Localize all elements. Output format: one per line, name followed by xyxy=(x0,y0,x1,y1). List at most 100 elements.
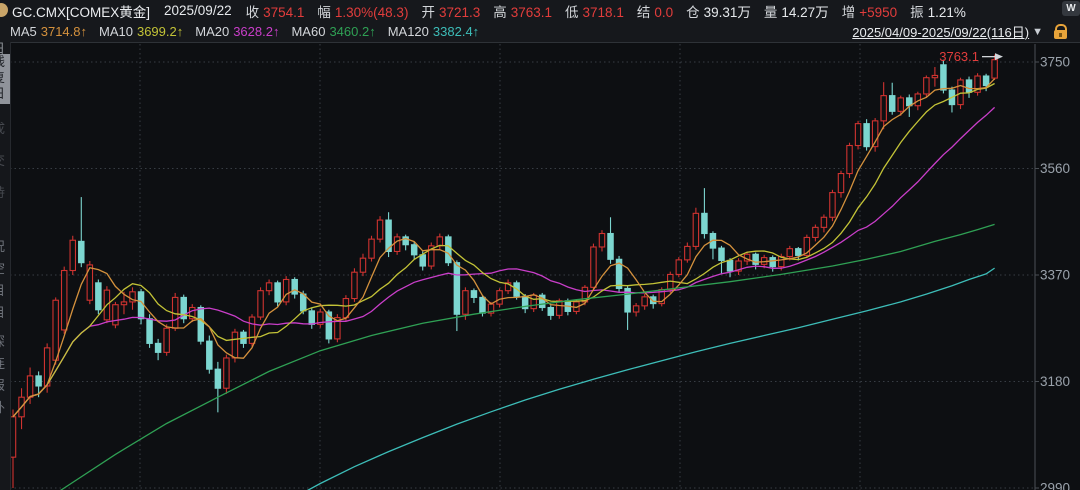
sidebar-item[interactable]: 空 xyxy=(0,262,10,276)
candle-body xyxy=(325,311,333,340)
candle-body xyxy=(820,216,828,228)
quote-header-bar: GC.CMX[COMEX黄金] 2025/09/22 收 3754.1 幅 1.30%… xyxy=(0,0,1080,21)
left-sidebar-strip[interactable]: 线复日 日成交持况空目目深连报外 xyxy=(0,42,11,490)
ma5-line xyxy=(12,78,996,418)
candle-body xyxy=(812,226,819,238)
ma-item-label: MA20 xyxy=(195,24,230,39)
sidebar-selected-item[interactable]: 线复日 xyxy=(0,54,10,104)
candle-body xyxy=(649,296,657,305)
candle-body xyxy=(965,79,973,93)
sidebar-item[interactable]: 报 xyxy=(0,379,10,393)
quote-field-label: 结 xyxy=(636,4,651,20)
sidebar-selected-label[interactable]: 日 xyxy=(0,87,10,101)
sidebar-item[interactable]: 目 xyxy=(0,284,10,298)
ma-item: MA120 3382.4↑ xyxy=(388,24,479,39)
sidebar-item[interactable]: 况 xyxy=(0,240,10,254)
sidebar-item[interactable]: 目 xyxy=(0,306,10,320)
candle-body xyxy=(86,264,94,301)
candle-body xyxy=(470,290,478,298)
symbol-icon xyxy=(0,3,9,18)
quote-field-label: 量 xyxy=(763,4,778,20)
candle-body xyxy=(428,245,435,267)
candle-body xyxy=(393,236,401,253)
candle-body xyxy=(342,297,350,319)
y-axis-label: 3370 xyxy=(1040,268,1070,283)
candle-body xyxy=(726,259,734,272)
ma-item-label: MA120 xyxy=(387,24,429,39)
candle-body xyxy=(359,257,367,273)
high-price-annotation: 3763.1 xyxy=(939,49,979,64)
candle-body xyxy=(777,255,785,268)
candle-body xyxy=(718,247,725,261)
quote-field: 收 3754.1 xyxy=(246,1,305,21)
quote-field: 幅 1.30%(48.3) xyxy=(317,1,408,21)
ma-item-value: 3382.4↑ xyxy=(432,24,480,39)
candle-body xyxy=(129,291,136,303)
quote-field: 振 1.21% xyxy=(910,1,966,21)
date-range-label[interactable]: 2025/04/09-2025/09/22(116日) xyxy=(852,25,1030,40)
candle-body xyxy=(846,144,853,175)
candle-body xyxy=(598,232,606,248)
candle-body xyxy=(795,248,802,256)
lock-icon[interactable] xyxy=(1054,24,1068,39)
date-range-selector[interactable]: 2025/04/09-2025/09/22(116日) ▼ xyxy=(852,21,1043,42)
ma120-line xyxy=(306,267,995,490)
candle-body xyxy=(368,238,375,259)
quote-field-label: 高 xyxy=(493,4,507,20)
plot-area[interactable] xyxy=(10,44,1035,490)
quote-field-label: 收 xyxy=(245,4,260,20)
candle-body xyxy=(735,260,742,272)
candle-body xyxy=(163,327,170,353)
ma-item-value: 3714.8↑ xyxy=(40,24,87,39)
watermark-icon[interactable]: W xyxy=(1062,1,1080,16)
sidebar-selected-label[interactable]: 线 xyxy=(0,55,10,69)
quote-field: 仓 39.31万 xyxy=(686,1,751,21)
sidebar-item[interactable]: 外 xyxy=(0,401,10,415)
candle-body xyxy=(69,239,77,272)
sidebar-item[interactable]: 成 xyxy=(0,122,10,136)
quote-field: 低 3718.1 xyxy=(565,1,624,21)
lock-keyhole xyxy=(1059,33,1062,37)
candle-body xyxy=(436,236,444,247)
candle-body xyxy=(274,282,281,303)
candle-body xyxy=(888,95,896,112)
sidebar-item[interactable]: 交 xyxy=(0,154,10,168)
candle-body xyxy=(940,64,947,91)
candle-body xyxy=(282,278,290,303)
chevron-down-icon[interactable]: ▼ xyxy=(1032,25,1043,38)
ma60-line xyxy=(59,223,995,490)
candle-body xyxy=(231,331,239,359)
candle-body xyxy=(556,300,563,316)
candle-body xyxy=(402,236,409,246)
candle-body xyxy=(957,79,964,106)
sidebar-item[interactable]: 深 xyxy=(0,335,10,349)
trade-date: 2025/09/22 xyxy=(164,3,232,18)
sidebar-item[interactable]: 持 xyxy=(0,186,10,200)
quote-field-value: 1.30%(48.3) xyxy=(334,4,409,20)
candle-body xyxy=(752,253,759,265)
candle-body xyxy=(197,306,205,342)
quote-field-value: 14.27万 xyxy=(781,4,829,20)
sidebar-selected-label[interactable]: 复 xyxy=(0,71,10,85)
sidebar-item[interactable]: 连 xyxy=(0,357,10,371)
candle-body xyxy=(180,296,187,320)
candle-body xyxy=(189,306,196,320)
candle-body xyxy=(453,262,461,315)
candle-body xyxy=(675,259,683,275)
ma-item: MA60 3460.2↑ xyxy=(291,24,375,39)
candle-body xyxy=(376,219,384,240)
candle-body xyxy=(496,290,503,305)
quote-field-label: 振 xyxy=(910,4,924,20)
quote-field: 量 14.27万 xyxy=(764,1,829,21)
ma-item-label: MA5 xyxy=(10,24,37,39)
candle-body xyxy=(701,212,708,235)
candle-body xyxy=(299,293,307,312)
candle-body xyxy=(632,305,640,313)
sidebar-item[interactable]: 日 xyxy=(0,42,10,56)
candle-body xyxy=(112,304,119,326)
candle-body xyxy=(137,291,145,320)
lock-shackle xyxy=(1055,24,1067,33)
candle-body xyxy=(95,282,102,311)
candle-body xyxy=(223,357,230,389)
